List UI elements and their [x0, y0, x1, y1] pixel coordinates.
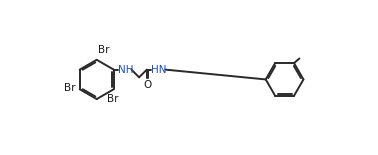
- Text: O: O: [144, 80, 152, 90]
- Text: Br: Br: [107, 94, 119, 104]
- Text: HN: HN: [151, 65, 167, 75]
- Text: NH: NH: [118, 65, 133, 75]
- Text: Br: Br: [98, 45, 110, 55]
- Text: Br: Br: [64, 83, 75, 93]
